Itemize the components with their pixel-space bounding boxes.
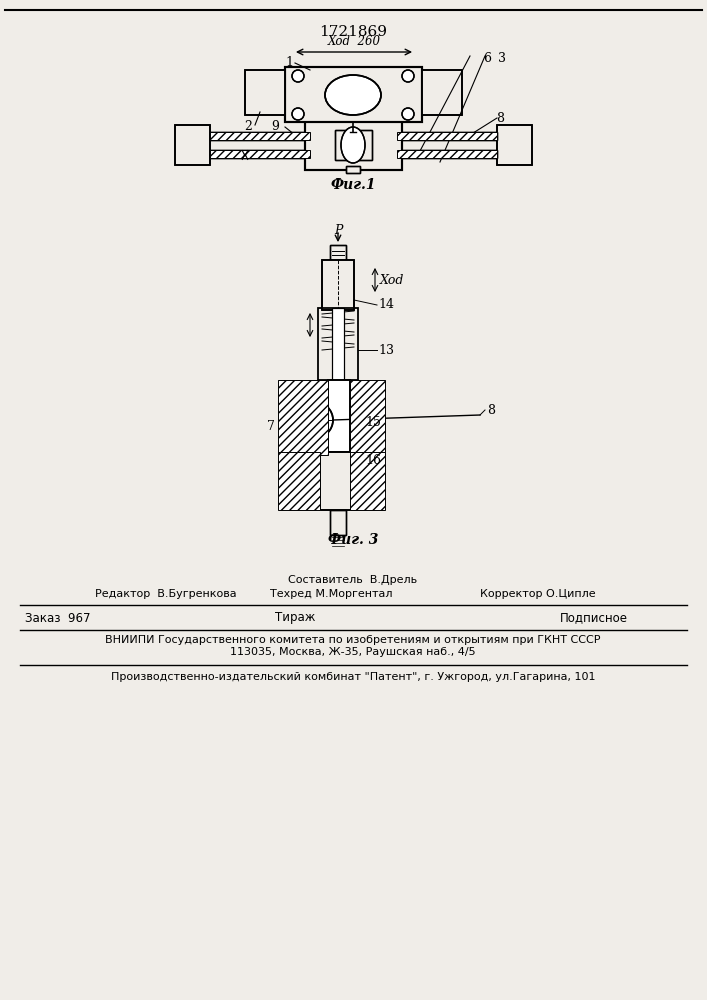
Bar: [346, 166, 360, 173]
Bar: [330, 245, 346, 260]
Bar: [328, 380, 350, 452]
Bar: [328, 380, 350, 452]
Text: 6: 6: [483, 51, 491, 64]
Text: Редактор  В.Бугренкова: Редактор В.Бугренкова: [95, 589, 237, 599]
Bar: [422, 70, 462, 115]
Text: Подписное: Подписное: [560, 611, 628, 624]
Bar: [422, 70, 462, 115]
Bar: [350, 380, 385, 455]
Bar: [320, 452, 356, 510]
Text: P: P: [334, 224, 342, 236]
Text: Производственно-издательский комбинат "Патент", г. Ужгород, ул.Гагарина, 101: Производственно-издательский комбинат "П…: [111, 672, 595, 682]
Bar: [210, 132, 497, 140]
Text: Хоd: Хоd: [380, 273, 404, 286]
Bar: [285, 67, 422, 122]
Bar: [210, 132, 497, 140]
Text: ВНИИПИ Государственного комитета по изобретениям и открытиям при ГКНТ СССР: ВНИИПИ Государственного комитета по изоб…: [105, 635, 601, 645]
Text: 8: 8: [487, 403, 495, 416]
Ellipse shape: [402, 70, 414, 82]
Bar: [322, 260, 354, 310]
Bar: [322, 260, 354, 310]
Bar: [350, 452, 385, 510]
Text: 13: 13: [378, 344, 394, 357]
Bar: [397, 132, 497, 140]
Bar: [330, 510, 346, 535]
Bar: [175, 125, 210, 165]
Bar: [210, 150, 497, 158]
Bar: [346, 166, 360, 173]
Text: 113035, Москва, Ж-35, Раушская наб., 4/5: 113035, Москва, Ж-35, Раушская наб., 4/5: [230, 647, 476, 657]
Bar: [305, 120, 402, 170]
Bar: [210, 150, 310, 158]
Bar: [210, 150, 497, 158]
Bar: [318, 308, 358, 380]
Bar: [245, 70, 285, 115]
Text: Фиг. 3: Фиг. 3: [328, 533, 378, 547]
Text: Тираж: Тираж: [275, 611, 315, 624]
Text: Составитель  В.Дрель: Составитель В.Дрель: [288, 575, 418, 585]
Bar: [210, 132, 310, 140]
Text: Заказ  967: Заказ 967: [25, 611, 90, 624]
Bar: [330, 510, 346, 535]
Text: 16: 16: [365, 454, 381, 466]
Bar: [305, 120, 402, 170]
Bar: [335, 130, 372, 160]
Bar: [320, 452, 356, 510]
Bar: [335, 130, 372, 160]
Text: 1721869: 1721869: [319, 25, 387, 39]
Text: 3: 3: [498, 51, 506, 64]
Bar: [278, 380, 328, 455]
Ellipse shape: [402, 108, 414, 120]
Text: 15: 15: [365, 416, 381, 428]
Bar: [497, 125, 532, 165]
Bar: [330, 245, 346, 260]
Ellipse shape: [292, 70, 304, 82]
Bar: [332, 308, 344, 380]
Ellipse shape: [292, 108, 304, 120]
Text: Техред М.Моргентал: Техред М.Моргентал: [270, 589, 392, 599]
Text: 7: 7: [267, 420, 275, 432]
Text: Корректор О.Ципле: Корректор О.Ципле: [480, 589, 595, 599]
Text: Фиг.1: Фиг.1: [330, 178, 375, 192]
Ellipse shape: [325, 75, 381, 115]
Ellipse shape: [341, 127, 365, 163]
Text: 14: 14: [378, 298, 394, 312]
Bar: [278, 452, 320, 510]
Ellipse shape: [297, 402, 333, 438]
Bar: [175, 125, 210, 165]
Bar: [397, 150, 497, 158]
Bar: [285, 67, 422, 122]
Text: 8: 8: [496, 111, 504, 124]
Text: 1: 1: [285, 56, 293, 70]
Bar: [332, 308, 344, 380]
Text: 9: 9: [271, 120, 279, 133]
Bar: [245, 70, 285, 115]
Text: 2: 2: [244, 120, 252, 133]
Bar: [497, 125, 532, 165]
Text: Хоd  260: Хоd 260: [327, 35, 380, 48]
